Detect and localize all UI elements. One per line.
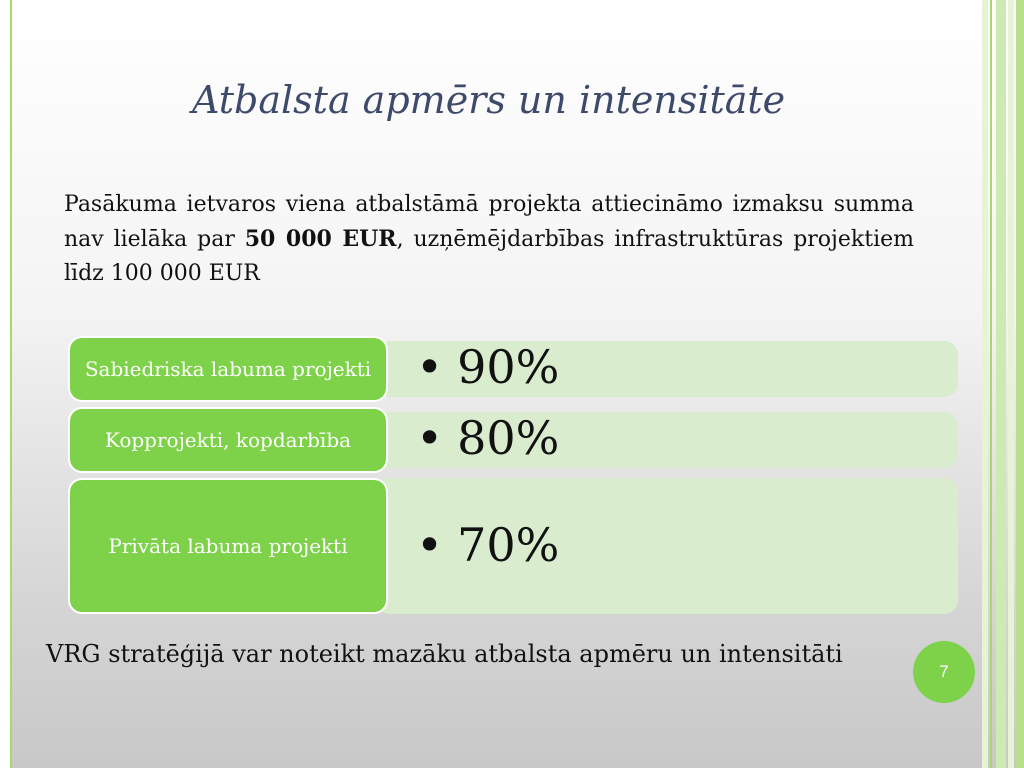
left-border bbox=[0, 0, 12, 768]
intro-amount: 50 000 EUR bbox=[244, 226, 397, 252]
row-value-joint: • 80% bbox=[416, 411, 559, 465]
row-value-joint-text: 80% bbox=[457, 411, 560, 465]
right-decorative-stripes bbox=[976, 0, 1024, 768]
row-background-joint bbox=[376, 412, 958, 468]
row-label-public: Sabiedriska labuma projekti bbox=[68, 336, 388, 402]
intro-text-start: Pasākuma ietvaros viena atbalstāmā proje… bbox=[64, 192, 914, 252]
page-number-badge: 7 bbox=[913, 641, 975, 703]
row-value-public: • 90% bbox=[416, 340, 559, 394]
row-background-public bbox=[376, 341, 958, 397]
bullet-marker: • bbox=[416, 411, 444, 465]
bullet-marker: • bbox=[416, 340, 444, 394]
row-label-joint: Kopprojekti, kopdarbība bbox=[68, 407, 388, 473]
row-label-private: Privāta labuma projekti bbox=[68, 478, 388, 614]
row-value-public-text: 90% bbox=[457, 340, 560, 394]
slide-title: Atbalsta apmērs un intensitāte bbox=[192, 78, 786, 122]
row-value-private-text: 70% bbox=[457, 518, 560, 572]
bullet-marker: • bbox=[416, 518, 444, 572]
row-value-private: • 70% bbox=[416, 518, 559, 572]
row-background-private bbox=[376, 478, 958, 614]
footer-note: VRG stratēģijā var noteikt mazāku atbals… bbox=[46, 640, 843, 668]
intro-paragraph: Pasākuma ietvaros viena atbalstāmā proje… bbox=[64, 188, 914, 291]
intro-text-end: , uzņēmējdarbības infrastruktūras projek… bbox=[64, 227, 914, 286]
